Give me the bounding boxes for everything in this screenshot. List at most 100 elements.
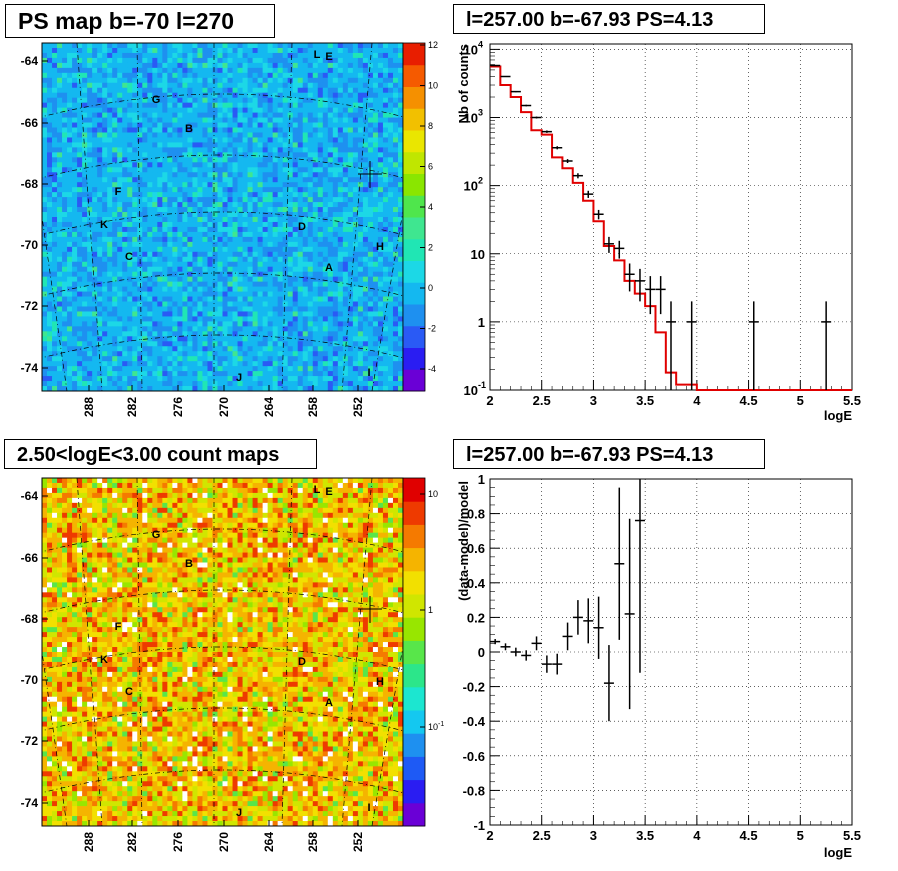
map-pixel — [82, 87, 88, 94]
map-pixel — [252, 251, 258, 258]
map-pixel — [277, 296, 284, 302]
map-pixel — [287, 127, 294, 133]
map-pixel — [282, 326, 289, 332]
map-pixel — [287, 192, 294, 198]
map-pixel — [257, 296, 264, 302]
map-pixel — [192, 157, 198, 163]
map-pixel — [147, 127, 153, 133]
map-pixel — [177, 336, 183, 342]
map-pixel — [207, 212, 213, 218]
map-pixel — [282, 147, 289, 153]
map-pixel — [337, 251, 344, 258]
map-pixel — [327, 316, 334, 322]
map-pixel — [162, 256, 168, 263]
map-pixel — [372, 147, 379, 153]
map-pixel — [217, 331, 223, 337]
map-pixel — [342, 197, 349, 203]
map-pixel — [57, 366, 63, 372]
map-pixel — [122, 306, 128, 312]
map-pixel — [182, 142, 188, 148]
map-pixel — [207, 92, 213, 99]
map-pixel — [292, 162, 299, 168]
map-pixel — [367, 346, 374, 352]
map-pixel — [272, 43, 279, 49]
map-pixel — [357, 137, 364, 143]
map-pixel — [377, 172, 384, 178]
map-pixel — [377, 152, 384, 158]
map-pixel — [167, 52, 173, 59]
map-pixel — [267, 152, 274, 158]
map-pixel — [232, 147, 238, 153]
map-pixel — [132, 102, 138, 109]
map-pixel — [72, 202, 78, 208]
map-pixel — [277, 117, 284, 123]
map-pixel — [257, 351, 264, 357]
map-pixel — [372, 286, 379, 292]
map-pixel — [302, 57, 309, 64]
map-pixel — [337, 241, 344, 248]
map-pixel — [362, 351, 369, 357]
map-pixel — [122, 251, 128, 258]
map-pixel — [127, 77, 133, 84]
map-pixel — [337, 371, 344, 377]
map-pixel — [57, 57, 63, 64]
map-pixel — [142, 261, 148, 268]
map-pixel — [142, 246, 148, 253]
map-pixel — [277, 192, 284, 198]
map-pixel — [142, 147, 148, 153]
map-pixel — [332, 346, 339, 352]
map-pixel — [152, 217, 158, 223]
map-pixel — [307, 261, 314, 268]
map-pixel — [122, 241, 128, 248]
map-pixel — [352, 356, 359, 362]
map-pixel — [172, 336, 178, 342]
map-pixel — [142, 346, 148, 352]
map-pixel — [92, 341, 98, 347]
map-pixel — [382, 102, 389, 109]
map-pixel — [367, 77, 374, 84]
map-pixel — [217, 311, 223, 317]
map-pixel — [317, 177, 324, 183]
map-pixel — [267, 192, 274, 198]
map-pixel — [362, 256, 369, 263]
map-pixel — [322, 127, 329, 133]
map-pixel — [127, 371, 133, 377]
map-pixel — [332, 256, 339, 263]
map-pixel — [107, 67, 113, 74]
map-pixel — [237, 361, 243, 367]
map-pixel — [97, 301, 103, 307]
map-pixel — [97, 157, 103, 163]
map-pixel — [237, 72, 243, 79]
map-pixel — [392, 256, 399, 263]
map-pixel — [227, 177, 233, 183]
map-pixel — [167, 321, 173, 327]
map-pixel — [372, 351, 379, 357]
map-pixel — [207, 286, 213, 292]
map-pixel — [222, 226, 228, 233]
map-pixel — [397, 271, 404, 278]
map-pixel — [137, 182, 143, 188]
map-pixel — [302, 251, 309, 258]
map-pixel — [377, 97, 384, 104]
map-pixel — [167, 386, 173, 392]
map-pixel — [102, 147, 108, 153]
map-pixel — [202, 306, 208, 312]
map-pixel — [177, 236, 183, 243]
map-pixel — [362, 57, 369, 64]
map-pixel — [217, 202, 223, 208]
map-pixel — [222, 192, 228, 198]
map-pixel — [347, 122, 354, 128]
map-pixel — [267, 162, 274, 168]
map-pixel — [67, 72, 73, 79]
map-pixel — [357, 182, 364, 188]
map-pixel — [62, 142, 68, 148]
map-pixel — [342, 97, 349, 104]
map-pixel — [187, 172, 193, 178]
map-pixel — [92, 286, 98, 292]
map-pixel — [257, 92, 264, 99]
map-pixel — [212, 57, 218, 64]
map-pixel — [247, 231, 253, 238]
map-pixel — [152, 112, 158, 118]
map-pixel — [272, 246, 279, 253]
map-pixel — [207, 276, 213, 283]
